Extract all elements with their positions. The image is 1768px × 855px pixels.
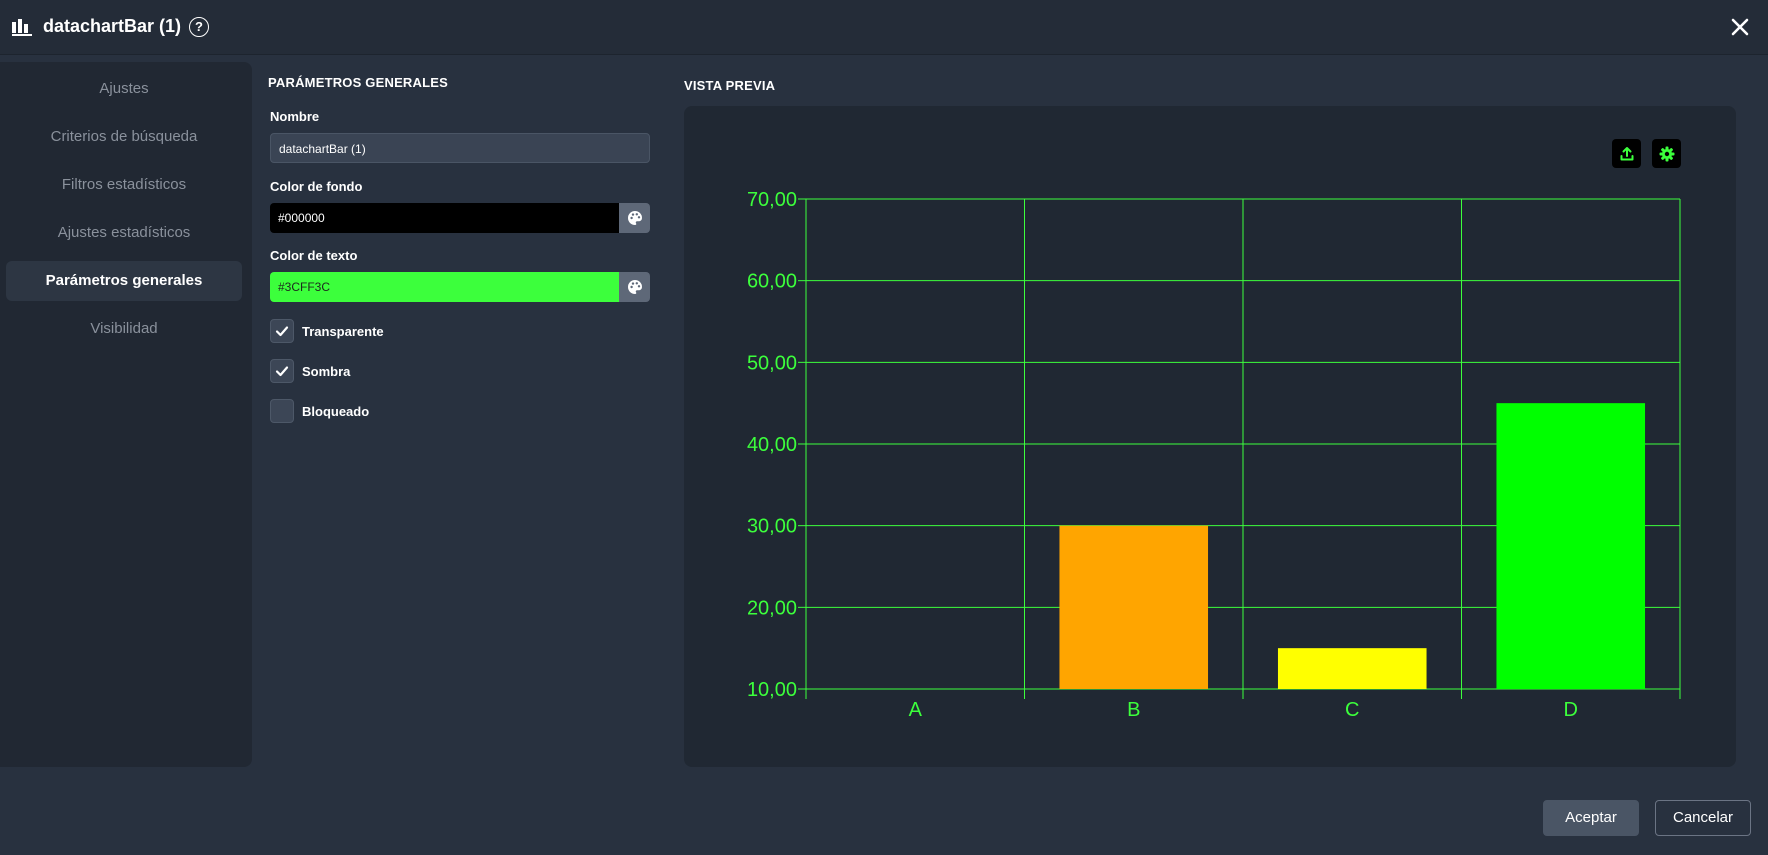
text-color-palette-button[interactable] [619,272,650,302]
sidebar-item-ajustes-estadisticos[interactable]: Ajustes estadísticos [57,224,191,241]
bar-chart-icon [12,19,32,36]
shadow-checkbox[interactable] [270,359,294,383]
transparent-checkbox-row[interactable]: Transparente [270,319,384,343]
sidebar: Ajustes Criterios de búsqueda Filtros es… [0,62,252,767]
y-tick-label: 60,00 [747,271,797,293]
locked-label: Bloqueado [302,403,370,419]
sidebar-item-ajustes[interactable]: Ajustes [99,80,149,97]
text-color-field: #3CFF3C [270,272,650,302]
name-input[interactable]: datachartBar (1) [270,133,650,163]
sidebar-item-visibilidad[interactable]: Visibilidad [90,320,158,337]
preview-panel: 10,00 20,00 30,00 40,00 50,00 60,00 70,00 A B C D [684,106,1736,767]
text-color-input[interactable]: #3CFF3C [270,272,619,302]
locked-checkbox[interactable] [270,399,294,423]
shadow-checkbox-row[interactable]: Sombra [270,359,350,383]
x-tick-label: C [1345,699,1359,721]
sidebar-item-parametros-generales[interactable]: Parámetros generales [6,261,242,301]
gear-icon [1659,146,1674,161]
x-tick-label: B [1127,699,1140,721]
export-button[interactable] [1612,139,1641,168]
y-tick-label: 50,00 [747,352,797,374]
name-label: Nombre [270,109,320,124]
shadow-label: Sombra [302,363,351,379]
dialog-header: datachartBar (1) ? [0,0,1768,55]
y-tick-label: 20,00 [747,597,797,619]
bg-color-label: Color de fondo [270,179,363,194]
y-tick-label: 30,00 [747,516,797,538]
x-tick-label: D [1564,699,1578,721]
palette-icon [627,280,642,294]
close-icon[interactable] [1730,17,1750,37]
text-color-label: Color de texto [270,248,358,263]
y-tick-label: 10,00 [747,679,797,701]
bg-color-palette-button[interactable] [619,203,650,233]
bg-color-input[interactable]: #000000 [270,203,619,233]
transparent-checkbox[interactable] [270,319,294,343]
checkmark-icon [275,366,289,377]
bar-chart: 10,00 20,00 30,00 40,00 50,00 60,00 70,00 A B C D [747,189,1681,721]
y-tick-label: 40,00 [747,434,797,456]
locked-checkbox-row[interactable]: Bloqueado [270,399,369,423]
x-tick-label: A [909,699,923,721]
sidebar-item-filtros-estadisticos[interactable]: Filtros estadísticos [61,176,187,193]
chart-settings-button[interactable] [1652,139,1681,168]
bar-d [1496,403,1646,689]
checkmark-icon [275,326,289,337]
bar-c [1277,648,1427,689]
section-title: PARÁMETROS GENERALES [268,75,448,90]
dialog-title: datachartBar (1) [43,16,182,36]
sidebar-item-criterios-busqueda[interactable]: Criterios de búsqueda [50,128,198,145]
upload-icon [1620,146,1633,160]
palette-icon [627,211,642,225]
help-icon[interactable]: ? [189,17,209,37]
transparent-label: Transparente [302,323,384,339]
bg-color-field: #000000 [270,203,650,233]
cancel-button[interactable]: Cancelar [1655,800,1751,836]
y-tick-label: 70,00 [747,189,797,211]
bar-b [1059,525,1209,689]
preview-title: VISTA PREVIA [684,78,776,93]
accept-button[interactable]: Aceptar [1543,800,1639,836]
